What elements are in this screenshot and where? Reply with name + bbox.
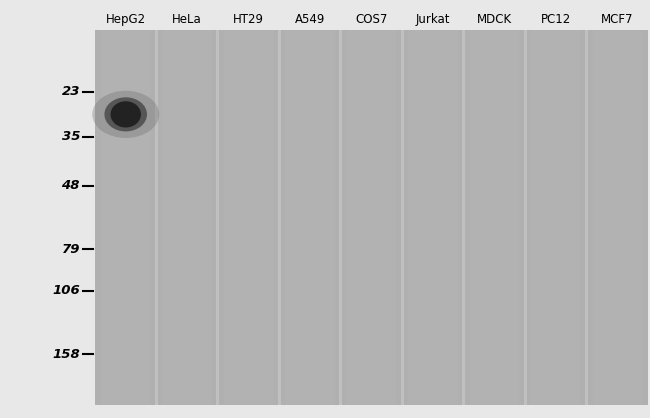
Text: MDCK: MDCK — [477, 13, 512, 26]
Text: HeLa: HeLa — [172, 13, 202, 26]
Bar — [162, 30, 212, 405]
Bar — [524, 30, 526, 405]
Bar — [470, 30, 519, 405]
Text: A549: A549 — [295, 13, 325, 26]
Bar — [462, 30, 465, 405]
Text: HepG2: HepG2 — [106, 13, 146, 26]
Text: 79: 79 — [62, 243, 80, 256]
Text: MCF7: MCF7 — [601, 13, 634, 26]
Text: COS7: COS7 — [356, 13, 387, 26]
Ellipse shape — [105, 97, 147, 131]
Bar — [285, 30, 335, 405]
Bar — [278, 30, 281, 405]
Text: 158: 158 — [52, 348, 80, 361]
Bar — [585, 30, 588, 405]
Text: 35: 35 — [62, 130, 80, 143]
Bar — [224, 30, 273, 405]
Text: 23: 23 — [62, 85, 80, 98]
Text: PC12: PC12 — [541, 13, 571, 26]
Bar — [400, 30, 404, 405]
Bar — [408, 30, 458, 405]
Bar — [95, 30, 648, 405]
Text: Jurkat: Jurkat — [416, 13, 450, 26]
Bar — [339, 30, 343, 405]
Text: HT29: HT29 — [233, 13, 264, 26]
Ellipse shape — [111, 101, 141, 127]
Bar — [593, 30, 642, 405]
Text: 106: 106 — [52, 284, 80, 297]
Text: 48: 48 — [62, 179, 80, 192]
Bar — [347, 30, 396, 405]
Ellipse shape — [92, 91, 159, 138]
Bar — [101, 30, 150, 405]
Bar — [216, 30, 220, 405]
Bar — [531, 30, 580, 405]
Bar — [155, 30, 158, 405]
